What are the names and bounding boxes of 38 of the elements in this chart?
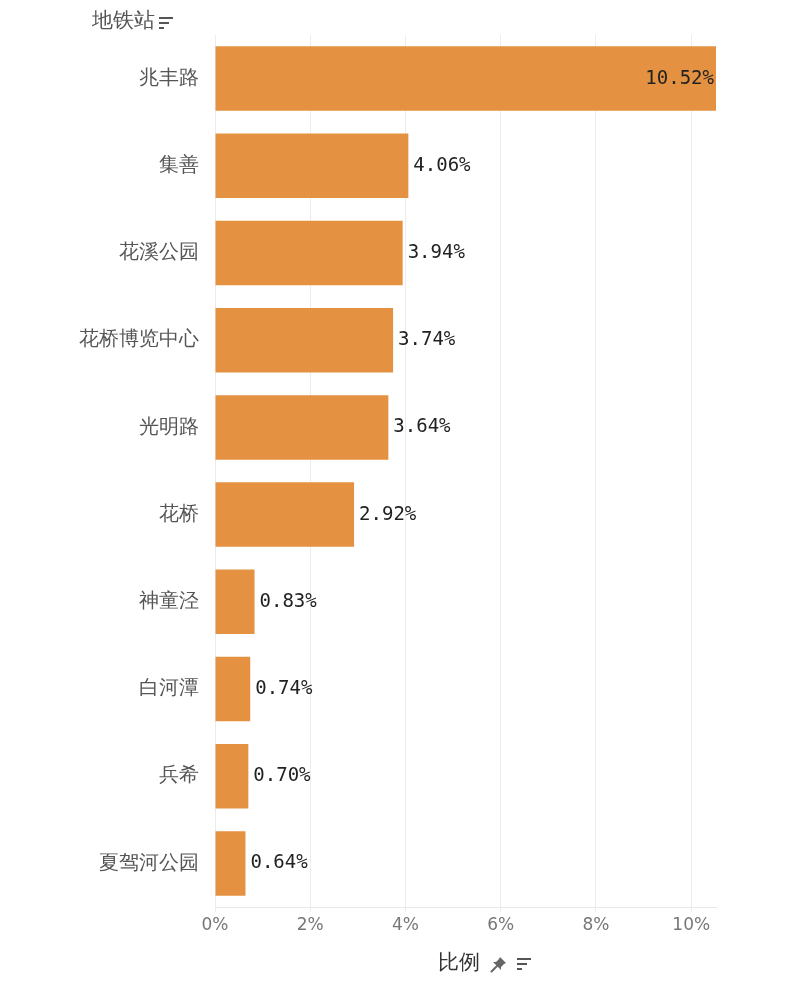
- bar: [215, 482, 355, 547]
- y-tick-label: 夏驾河公园: [99, 849, 199, 874]
- bar: [215, 133, 409, 199]
- y-tick-label: 花桥: [159, 500, 199, 525]
- x-tick-label: 6%: [487, 913, 515, 934]
- x-axis-title: 比例: [438, 949, 480, 976]
- bar: [215, 307, 394, 373]
- y-tick-label: 兵希: [159, 762, 199, 787]
- y-tick-label: 花溪公园: [119, 239, 199, 264]
- data-label: 0.83%: [259, 588, 318, 611]
- bar: [215, 831, 246, 896]
- bar: [215, 743, 249, 809]
- y-tick-label: 白河潭: [139, 675, 199, 700]
- data-label: 0.64%: [250, 850, 309, 873]
- bar: [215, 395, 389, 460]
- x-tick-label: 10%: [672, 913, 711, 934]
- x-tick-label: 4%: [392, 913, 419, 934]
- y-tick-label: 光明路: [139, 413, 199, 438]
- y-axis-title: 地铁站: [92, 7, 155, 34]
- y-tick-label: 兆丰路: [139, 64, 199, 89]
- data-label: 2.92%: [359, 501, 417, 524]
- data-label: 10.52%: [645, 65, 715, 88]
- y-tick-label: 神童泾: [139, 588, 199, 612]
- data-label: 3.74%: [398, 327, 456, 350]
- x-tick-label: 2%: [296, 913, 324, 934]
- y-tick-label: 集善: [159, 152, 199, 176]
- data-label: 0.70%: [253, 763, 312, 786]
- y-tick-label: 花桥博览中心: [79, 326, 199, 351]
- data-label: 3.64%: [393, 414, 452, 437]
- bar: [215, 220, 403, 286]
- data-label: 3.94%: [407, 239, 466, 262]
- bar: [215, 46, 716, 111]
- bar: [215, 656, 251, 722]
- x-tick-label: 8%: [582, 913, 610, 934]
- data-label: 4.06%: [413, 152, 472, 175]
- data-label: 0.74%: [255, 675, 313, 698]
- bar: [215, 569, 255, 635]
- x-tick-label: 0%: [201, 913, 229, 934]
